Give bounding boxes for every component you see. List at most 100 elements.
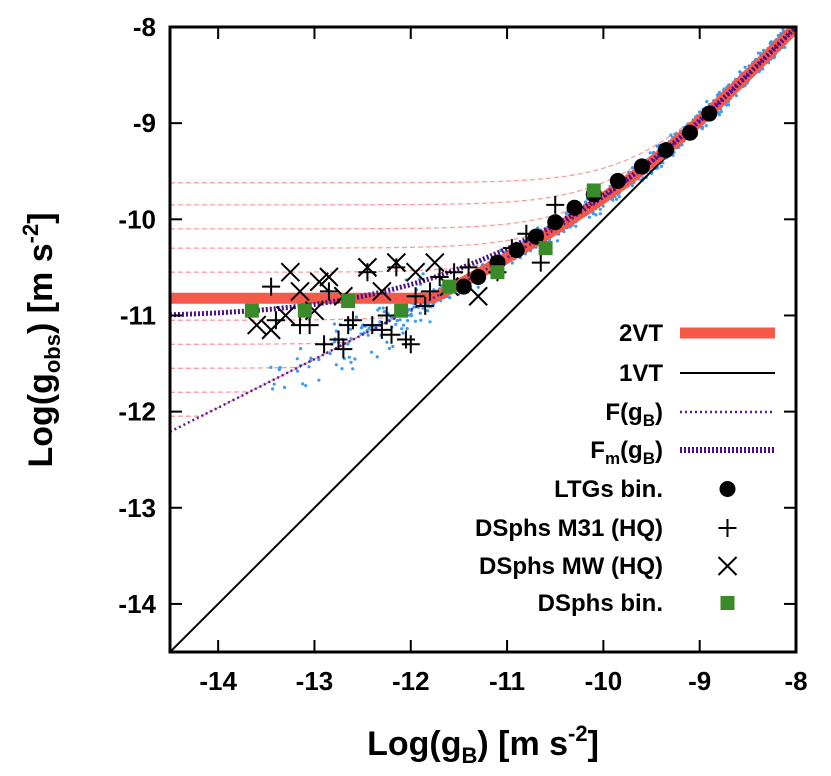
ltgs-bin-marker (470, 269, 487, 285)
y-tick-label: -13 (118, 493, 156, 523)
dsphs-m31-hq-marker (363, 316, 382, 335)
dsphs-m31-hq-marker (445, 263, 464, 282)
scatter-point (354, 315, 358, 319)
scatter-point (382, 310, 386, 314)
dsphs-m31-hq-marker (531, 253, 550, 272)
x-tick-label: -14 (199, 666, 237, 696)
dsphs-m31-hq-marker (421, 282, 440, 301)
scatter-point (367, 326, 371, 330)
dashed-model-curve-1 (170, 27, 796, 184)
ltgs-bin-marker (547, 214, 564, 231)
dsphs-m31-hq-marker (396, 330, 415, 349)
legend-label: Fm(gB) (590, 437, 663, 468)
plot-frame (168, 25, 798, 654)
ltgs-bin-marker (566, 199, 583, 216)
legend-label: F(gB) (605, 399, 663, 430)
x-axis-label: Log(gB) [m s-2] (367, 721, 599, 768)
dashed-model-curve-2 (170, 27, 796, 206)
scatter-point (409, 312, 413, 316)
dsphs-mw-hq-marker (405, 262, 426, 282)
ltgs-bin-marker (633, 158, 650, 175)
scatter-point (402, 323, 406, 327)
scatter-point (743, 65, 747, 69)
scatter-point (333, 339, 337, 344)
scatter-point (719, 110, 723, 114)
dsphs-m31-hq-marker (319, 282, 338, 301)
scatter-point (391, 344, 395, 349)
scatter-point (405, 327, 409, 331)
scatter-point (359, 332, 363, 336)
scatter-point (734, 94, 739, 98)
scatter-point (421, 272, 425, 276)
scatter-point (630, 184, 635, 188)
scatter-point (272, 382, 276, 386)
scatter-point (387, 346, 391, 351)
dsphs-mw-hq-marker (319, 267, 339, 287)
dsphs-mw-hq-marker (468, 286, 488, 306)
dsphs-m31-hq-marker (343, 311, 362, 330)
scatter-point (587, 215, 592, 219)
scatter-point (598, 207, 602, 211)
scatter-point (347, 355, 351, 359)
scatter-point (401, 331, 405, 335)
scatter-point (615, 197, 619, 201)
scatter-point (395, 319, 399, 323)
legend-sample-marker (719, 481, 736, 497)
ltgs-bin-marker (701, 105, 718, 122)
legend-label: DSphs bin. (538, 590, 663, 617)
scatter-point (717, 113, 722, 117)
scatter-point (385, 340, 389, 344)
legend-sample-marker (720, 596, 735, 610)
dsphs-m31-hq-marker (329, 330, 348, 349)
scatter-point (601, 204, 605, 208)
ltgs-bin-marker (455, 278, 472, 295)
scatter-point (301, 382, 305, 386)
y-tick-label: -14 (118, 589, 156, 619)
dsphs-bin-marker (442, 279, 457, 294)
dsphs-mw-hq-marker (246, 315, 267, 335)
scatter-point (353, 357, 357, 361)
scatter-point (359, 326, 363, 330)
scatter-point (594, 213, 598, 217)
x-tick-label: -12 (392, 666, 430, 696)
dashed-model-curve-3 (170, 27, 796, 230)
x-tick-label: -10 (585, 666, 623, 696)
dsphs-m31-hq-marker (459, 258, 478, 277)
scatter-point (317, 357, 321, 362)
legend-label: LTGs bin. (554, 476, 663, 503)
ltgs-bin-marker (527, 228, 544, 245)
y-tick-label: -9 (133, 108, 156, 138)
plot-area (170, 27, 796, 652)
legend-label: 1VT (619, 360, 663, 387)
scatter-point (704, 124, 708, 128)
dsphs-bin-marker (586, 183, 601, 198)
scatter-point (334, 363, 338, 367)
scatter-point (398, 318, 402, 322)
legend-label: 2VT (619, 320, 663, 347)
ltgs-bin-marker (609, 172, 626, 189)
scatter-point (413, 319, 417, 323)
dsphs-mw-hq-marker (275, 305, 296, 326)
scatter-point (348, 327, 353, 331)
scatter-point (340, 367, 344, 371)
dsphs-m31-hq-marker (430, 268, 449, 286)
scatter-point (419, 318, 423, 322)
scatter-point (369, 350, 374, 354)
dsphs-bin-marker (394, 303, 409, 318)
scatter-point (598, 212, 602, 216)
dsphs-mw-hq-marker (290, 281, 310, 302)
dsphs-m31-hq-marker (339, 316, 358, 335)
y-tick-label: -8 (133, 12, 156, 42)
dsphs-mw-hq-marker (357, 257, 378, 278)
scatter-point (283, 385, 287, 389)
scatter-point (376, 308, 380, 312)
scatter-point (278, 365, 282, 370)
scatter-point (400, 327, 404, 331)
dsphs-m31-hq-marker (300, 316, 319, 335)
ltgs-bin-marker (657, 142, 674, 159)
scatter-point (366, 333, 370, 337)
ltgs-bin-marker (508, 242, 525, 259)
legend-label: DSphs M31 (HQ) (475, 515, 663, 542)
y-tick-label: -10 (118, 204, 156, 234)
y-axis-label: Log(gobs) [m s-2] (18, 212, 65, 467)
